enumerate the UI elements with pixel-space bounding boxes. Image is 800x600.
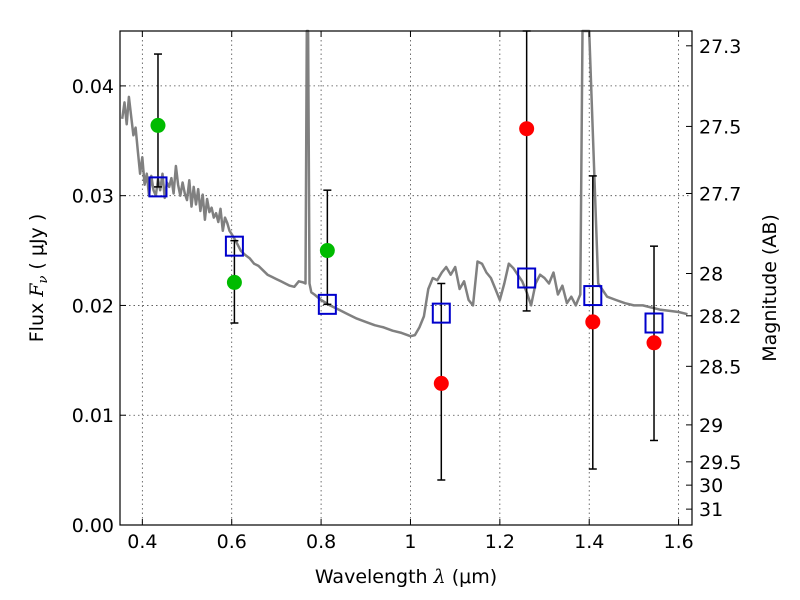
y-axis-title: Flux Fν ( μJy ) <box>26 214 51 343</box>
y2-tick-label: 27.7 <box>699 183 741 205</box>
upper-limit-point <box>433 375 449 391</box>
model-photometry <box>148 176 664 334</box>
model-photometry-square <box>224 235 244 257</box>
upper-limit-point <box>519 121 535 137</box>
y-tick-label: 0.00 <box>72 515 114 537</box>
y2-tick-label: 29.5 <box>699 452 741 474</box>
y-tick-label: 0.03 <box>72 186 114 208</box>
grid-lines <box>120 31 692 525</box>
upper-limit-point <box>585 314 601 330</box>
plot-frame <box>119 30 693 526</box>
data-points <box>150 117 662 391</box>
x-tick-label: 1 <box>404 531 416 553</box>
y2-tick-label: 31 <box>699 499 723 521</box>
model-photometry-square <box>317 293 337 315</box>
y2-tick-label: 27.3 <box>699 36 741 58</box>
model-spectrum <box>120 29 688 338</box>
detection-point <box>226 274 242 290</box>
detection-point <box>319 243 335 259</box>
model-photometry-square <box>583 285 603 307</box>
y2-tick-label: 27.5 <box>699 116 741 138</box>
y-tick-label: 0.01 <box>72 405 114 427</box>
y2-tick-label: 29 <box>699 415 723 437</box>
model-photometry-square <box>431 302 451 324</box>
x-tick-label: 0.4 <box>127 531 157 553</box>
axis-ticks: 0.4 0.6 0.8 1 1.2 1.4 1.6 0.00 0.01 0.02 0.03 0.04 2… <box>72 31 741 553</box>
x-axis-title: Wavelength λ (μm) <box>315 566 497 588</box>
model-photometry-square <box>148 176 168 198</box>
y2-tick-label: 28.2 <box>699 306 741 328</box>
x-tick-label: 0.6 <box>217 531 247 553</box>
model-photometry-square <box>644 312 664 334</box>
x-tick-label: 1.6 <box>663 531 693 553</box>
x-tick-label: 0.8 <box>306 531 336 553</box>
model-photometry-square <box>517 267 537 289</box>
y-tick-label: 0.04 <box>72 76 114 98</box>
model-spectrum-line <box>120 29 688 338</box>
upper-limit-point <box>646 335 662 351</box>
x-tick-label: 1.2 <box>485 531 515 553</box>
y2-tick-label: 28 <box>699 264 723 286</box>
y-tick-label: 0.02 <box>72 295 114 317</box>
y2-tick-label: 28.5 <box>699 356 741 378</box>
x-tick-label: 1.4 <box>574 531 604 553</box>
detection-point <box>150 117 166 133</box>
y2-tick-label: 30 <box>699 475 723 497</box>
y2-axis-title: Magnitude (AB) <box>759 214 781 362</box>
